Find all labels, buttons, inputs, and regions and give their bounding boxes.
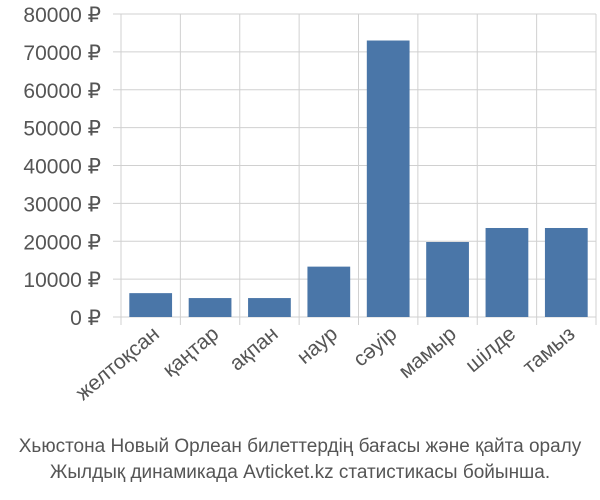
bar xyxy=(485,227,529,317)
x-category-label: тамыз xyxy=(519,322,580,378)
x-category-label: мамыр xyxy=(394,322,460,383)
y-tick-label: 0 ₽ xyxy=(70,307,101,330)
bar xyxy=(544,227,588,317)
x-category-label: ақпан xyxy=(225,322,282,375)
y-tick-label: 10000 ₽ xyxy=(23,269,101,292)
y-tick-label: 20000 ₽ xyxy=(23,231,101,254)
caption-line-2: Жылдық динамикада Avticket.kz статистика… xyxy=(49,462,551,483)
y-tick-label: 30000 ₽ xyxy=(23,193,101,216)
bar xyxy=(188,298,232,317)
y-axis-tick-labels: 0 ₽ 10000 ₽ 20000 ₽ 30000 ₽ 40000 ₽ 50000 ₽ 60… xyxy=(23,4,101,330)
y-tick-label: 80000 ₽ xyxy=(23,4,101,27)
bar-chart: 0 ₽ 10000 ₽ 20000 ₽ 30000 ₽ 40000 ₽ 50000 ₽ 60… xyxy=(23,4,597,405)
bar xyxy=(248,298,291,317)
x-category-label: наур xyxy=(293,322,342,369)
caption-line-1: Хьюстона Новый Орлеан билеттердің бағасы… xyxy=(18,436,582,457)
bar xyxy=(129,293,173,317)
x-category-label: қаңтар xyxy=(159,322,224,382)
y-tick-label: 70000 ₽ xyxy=(23,42,101,65)
bar xyxy=(366,40,410,317)
bar xyxy=(307,266,351,317)
bars xyxy=(129,40,588,317)
bar xyxy=(426,242,469,317)
y-tick-label: 40000 ₽ xyxy=(23,156,101,179)
x-category-label: сәуір xyxy=(349,322,401,371)
y-tick-label: 50000 ₽ xyxy=(23,118,101,141)
x-category-label: желтоқсан xyxy=(72,322,164,405)
grid-lines xyxy=(113,13,597,325)
y-tick-label: 60000 ₽ xyxy=(23,80,101,103)
x-category-label: шілде xyxy=(461,322,520,377)
